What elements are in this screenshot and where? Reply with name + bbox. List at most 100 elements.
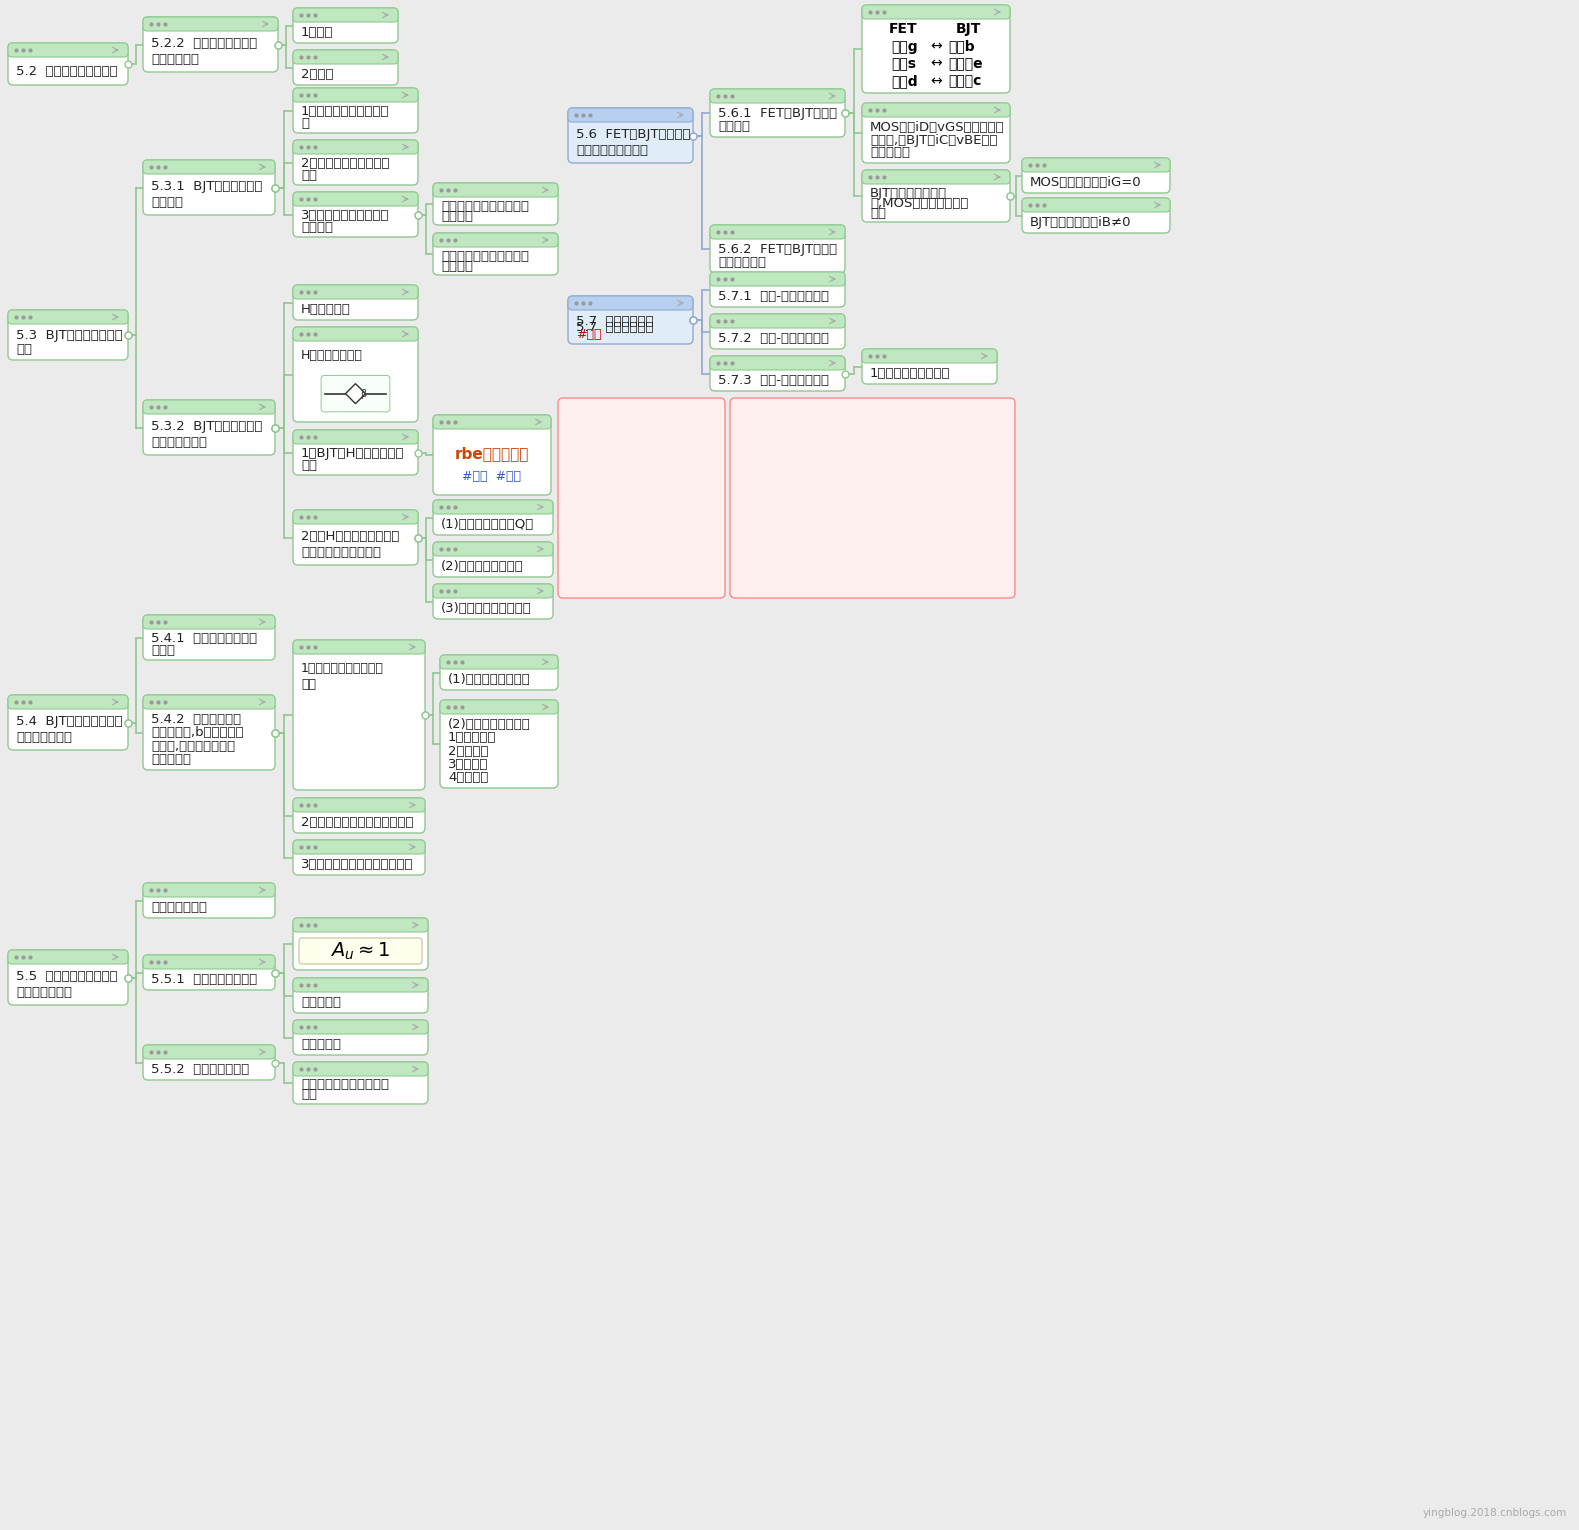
Text: 5.5  共集电极放大电路和: 5.5 共集电极放大电路和 xyxy=(16,970,117,982)
FancyBboxPatch shape xyxy=(294,1062,428,1105)
FancyBboxPatch shape xyxy=(144,955,275,968)
FancyBboxPatch shape xyxy=(862,5,1011,93)
Text: 5.7.1  共射-共基极大电路: 5.7.1 共射-共基极大电路 xyxy=(718,291,829,303)
Text: (1)利用直流通路求Q点: (1)利用直流通路求Q点 xyxy=(441,519,534,531)
FancyBboxPatch shape xyxy=(294,89,418,103)
FancyBboxPatch shape xyxy=(294,799,425,832)
Text: 源极s: 源极s xyxy=(892,57,916,70)
Text: β: β xyxy=(360,389,366,399)
FancyBboxPatch shape xyxy=(294,799,425,812)
FancyBboxPatch shape xyxy=(294,8,398,43)
FancyBboxPatch shape xyxy=(568,109,693,164)
Text: 1．BJT的H参数及小信号: 1．BJT的H参数及小信号 xyxy=(302,447,404,461)
FancyBboxPatch shape xyxy=(294,918,428,932)
Text: 温度变化时,b点电位能基: 温度变化时,b点电位能基 xyxy=(152,727,243,739)
Text: 5.4.1  温度对静态工作点: 5.4.1 温度对静态工作点 xyxy=(152,632,257,646)
Text: 直流通路与射极偏置电路: 直流通路与射极偏置电路 xyxy=(302,1079,388,1091)
Text: 作点的稳定问题: 作点的稳定问题 xyxy=(16,731,73,744)
FancyBboxPatch shape xyxy=(294,285,418,298)
FancyBboxPatch shape xyxy=(144,695,275,708)
FancyBboxPatch shape xyxy=(294,430,418,444)
FancyBboxPatch shape xyxy=(8,950,128,1005)
Text: 漏极d: 漏极d xyxy=(892,73,919,87)
Text: 作点的稳定: 作点的稳定 xyxy=(152,753,191,767)
Text: 方法: 方法 xyxy=(16,343,32,355)
FancyBboxPatch shape xyxy=(144,615,275,629)
Text: 截止失真: 截止失真 xyxy=(441,260,474,272)
FancyBboxPatch shape xyxy=(294,978,428,1013)
Text: 5.5.1  共集电极放大电路: 5.5.1 共集电极放大电路 xyxy=(152,973,257,985)
Text: 信号模型分析法: 信号模型分析法 xyxy=(152,436,207,450)
Text: 5.7.3  共源-共基放大电路: 5.7.3 共源-共基放大电路 xyxy=(718,373,829,387)
FancyBboxPatch shape xyxy=(711,272,845,286)
FancyBboxPatch shape xyxy=(144,1045,275,1059)
FancyBboxPatch shape xyxy=(294,8,398,21)
Text: (2)放大电路指标分析: (2)放大电路指标分析 xyxy=(448,718,531,731)
Text: 析基本共射极放大电路: 析基本共射极放大电路 xyxy=(302,546,381,560)
FancyBboxPatch shape xyxy=(441,655,557,669)
FancyBboxPatch shape xyxy=(144,161,275,216)
Text: 集电极c: 集电极c xyxy=(947,73,981,87)
Text: 5.6.2  FET和BJT放大电: 5.6.2 FET和BJT放大电 xyxy=(718,243,837,256)
FancyBboxPatch shape xyxy=(711,314,845,349)
FancyBboxPatch shape xyxy=(433,500,553,514)
FancyBboxPatch shape xyxy=(294,327,418,341)
Text: 5.3.1  BJT放大电路的图: 5.3.1 BJT放大电路的图 xyxy=(152,179,262,193)
FancyBboxPatch shape xyxy=(441,655,557,690)
Text: (2)画小信号等效电路: (2)画小信号等效电路 xyxy=(441,560,524,574)
Text: 律关系,而BJT的iC与vBE之间: 律关系,而BJT的iC与vBE之间 xyxy=(870,133,998,147)
Text: 5.5.2  共基极放大电路: 5.5.2 共基极放大电路 xyxy=(152,1063,249,1076)
Text: 饱和失真: 饱和失真 xyxy=(441,210,474,222)
FancyBboxPatch shape xyxy=(144,695,275,770)
FancyBboxPatch shape xyxy=(294,840,425,875)
FancyBboxPatch shape xyxy=(298,938,422,964)
FancyBboxPatch shape xyxy=(144,615,275,659)
Text: ↔: ↔ xyxy=(930,40,941,54)
FancyBboxPatch shape xyxy=(144,883,275,918)
FancyBboxPatch shape xyxy=(8,950,128,964)
FancyBboxPatch shape xyxy=(144,399,275,415)
Text: 2．动态工作情况的图解: 2．动态工作情况的图解 xyxy=(302,158,390,170)
FancyBboxPatch shape xyxy=(433,584,553,620)
Text: 5.6  FET和BJT及其基本: 5.6 FET和BJT及其基本 xyxy=(576,127,690,141)
Text: 电路: 电路 xyxy=(302,678,316,692)
Text: 5.3  BJT放大电路的分析: 5.3 BJT放大电路的分析 xyxy=(16,329,123,341)
Text: 5.2  基本共射极放大电路: 5.2 基本共射极放大电路 xyxy=(16,64,117,78)
FancyBboxPatch shape xyxy=(729,398,1015,598)
Text: FET: FET xyxy=(889,23,917,37)
Text: 栅极g: 栅极g xyxy=(892,40,919,54)
FancyBboxPatch shape xyxy=(433,415,551,428)
FancyBboxPatch shape xyxy=(144,17,278,31)
FancyBboxPatch shape xyxy=(8,695,128,750)
Text: 5.7.2  共集-共集放大电路: 5.7.2 共集-共集放大电路 xyxy=(718,332,829,344)
Text: $A_u \approx 1$: $A_u \approx 1$ xyxy=(330,941,390,962)
FancyBboxPatch shape xyxy=(144,1045,275,1080)
Text: 2．动态: 2．动态 xyxy=(302,67,333,81)
Text: #边缘: #边缘 xyxy=(576,327,602,341)
Text: rbe的估算公式: rbe的估算公式 xyxy=(455,447,529,462)
FancyBboxPatch shape xyxy=(1022,197,1170,233)
FancyBboxPatch shape xyxy=(862,170,1011,222)
Text: 共基极放大电路: 共基极放大电路 xyxy=(16,987,73,999)
FancyBboxPatch shape xyxy=(862,103,1011,116)
FancyBboxPatch shape xyxy=(144,955,275,990)
FancyBboxPatch shape xyxy=(294,50,398,64)
Text: MOS管的栅极电流iG=0: MOS管的栅极电流iG=0 xyxy=(1030,176,1142,190)
Text: BJT: BJT xyxy=(955,23,981,37)
Text: 静态工作点太低容易出现: 静态工作点太低容易出现 xyxy=(441,249,529,263)
FancyBboxPatch shape xyxy=(8,311,128,360)
FancyBboxPatch shape xyxy=(294,978,428,991)
FancyBboxPatch shape xyxy=(144,17,278,72)
Text: 4输出电阻: 4输出电阻 xyxy=(448,771,488,783)
Text: 解分析法: 解分析法 xyxy=(152,196,183,210)
FancyBboxPatch shape xyxy=(294,1062,428,1076)
Text: 5.7  多级放大电路: 5.7 多级放大电路 xyxy=(576,315,654,329)
Text: 路性能的比较: 路性能的比较 xyxy=(718,256,766,269)
FancyBboxPatch shape xyxy=(862,349,996,384)
FancyBboxPatch shape xyxy=(862,5,1011,18)
Text: ↔: ↔ xyxy=(930,57,941,70)
Text: 5.4  BJT放大电路静态工: 5.4 BJT放大电路静态工 xyxy=(16,715,123,728)
FancyBboxPatch shape xyxy=(294,141,418,155)
FancyBboxPatch shape xyxy=(433,233,557,246)
FancyBboxPatch shape xyxy=(711,272,845,308)
